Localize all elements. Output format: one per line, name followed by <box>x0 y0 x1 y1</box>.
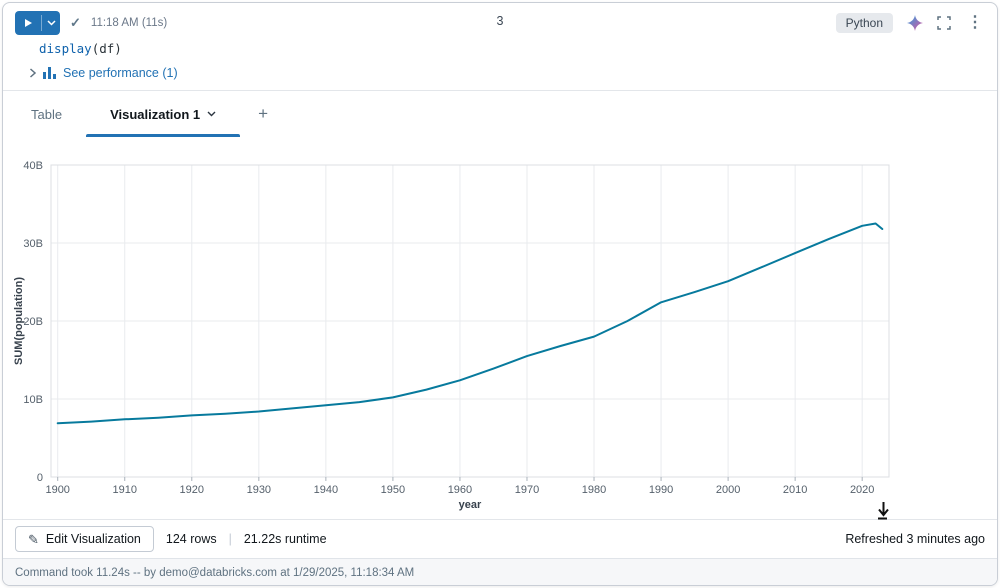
tab-label: Table <box>31 106 63 122</box>
run-dropdown-caret-icon[interactable] <box>42 11 60 35</box>
code-token-function: display <box>39 41 92 56</box>
see-performance-link[interactable]: See performance (1) <box>63 66 178 80</box>
performance-row: See performance (1) <box>3 60 997 90</box>
kebab-menu-icon[interactable]: ⋮ <box>967 14 983 31</box>
chart-area: 0 10B 20B 30B 40B 1900 1910 1920 1930 1940 1950 196… <box>11 151 911 519</box>
svg-text:2000: 2000 <box>716 484 740 496</box>
run-button-divider <box>41 15 42 31</box>
play-icon[interactable] <box>15 11 41 35</box>
add-visualization-button[interactable]: + <box>258 104 269 123</box>
assistant-icon[interactable] <box>907 15 923 31</box>
chevron-down-icon[interactable] <box>207 111 216 117</box>
tab-label: Visualization 1 <box>110 106 201 122</box>
svg-text:20B: 20B <box>23 316 43 328</box>
pencil-icon: ✎ <box>28 531 39 547</box>
edit-visualization-label: Edit Visualization <box>45 532 141 546</box>
code-token-args: (df) <box>91 41 122 56</box>
svg-text:40B: 40B <box>23 160 43 172</box>
svg-text:1920: 1920 <box>180 484 204 496</box>
refreshed-status: Refreshed 3 minutes ago <box>845 532 985 546</box>
svg-text:SUM(population): SUM(population) <box>13 277 25 365</box>
tab-table[interactable]: Table <box>7 91 86 137</box>
expand-fullscreen-icon[interactable] <box>937 16 951 30</box>
line-chart[interactable]: 0 10B 20B 30B 40B 1900 1910 1920 1930 1940 1950 196… <box>11 151 911 519</box>
run-timestamp: 11:18 AM (11s) <box>90 17 168 29</box>
command-status-bar: Command took 11.24s -- by demo@databrick… <box>3 558 997 585</box>
svg-text:1990: 1990 <box>649 484 673 496</box>
edit-visualization-button[interactable]: ✎ Edit Visualization <box>15 526 154 552</box>
toolbar-divider: | <box>228 532 232 546</box>
svg-text:1960: 1960 <box>448 484 472 496</box>
svg-text:30B: 30B <box>23 238 43 250</box>
svg-text:1930: 1930 <box>247 484 271 496</box>
results-panel: Table Visualization 1 + 0 10B 20B 30B 40B 190… <box>3 90 997 558</box>
svg-text:1950: 1950 <box>381 484 405 496</box>
svg-text:2010: 2010 <box>783 484 807 496</box>
svg-text:10B: 10B <box>23 394 43 406</box>
svg-text:1970: 1970 <box>515 484 539 496</box>
results-tabs: Table Visualization 1 + <box>3 91 997 137</box>
svg-text:1980: 1980 <box>582 484 606 496</box>
cell-header-actions: Python ⋮ <box>835 13 985 33</box>
language-badge[interactable]: Python <box>835 13 893 33</box>
runtime: 21.22s runtime <box>243 532 327 546</box>
run-button[interactable] <box>15 11 60 35</box>
chevron-right-icon[interactable] <box>29 68 36 78</box>
tab-visualization-1[interactable]: Visualization 1 <box>86 91 241 137</box>
cell-header: ✓ 11:18 AM (11s) 3 Python <box>3 3 997 39</box>
row-count: 124 rows <box>165 532 217 546</box>
active-tab-underline <box>86 134 241 137</box>
bar-chart-icon <box>43 67 56 79</box>
svg-text:1910: 1910 <box>113 484 137 496</box>
command-status-text: Command took 11.24s -- by demo@databrick… <box>15 567 415 579</box>
svg-text:0: 0 <box>37 472 43 484</box>
svg-text:2020: 2020 <box>850 484 874 496</box>
svg-text:1900: 1900 <box>45 484 69 496</box>
svg-text:year: year <box>459 499 482 511</box>
svg-text:1940: 1940 <box>314 484 338 496</box>
success-check-icon: ✓ <box>70 15 81 30</box>
result-toolbar: ✎ Edit Visualization 124 rows | 21.22s r… <box>3 519 997 558</box>
code-editor[interactable]: display(df) <box>3 39 997 60</box>
